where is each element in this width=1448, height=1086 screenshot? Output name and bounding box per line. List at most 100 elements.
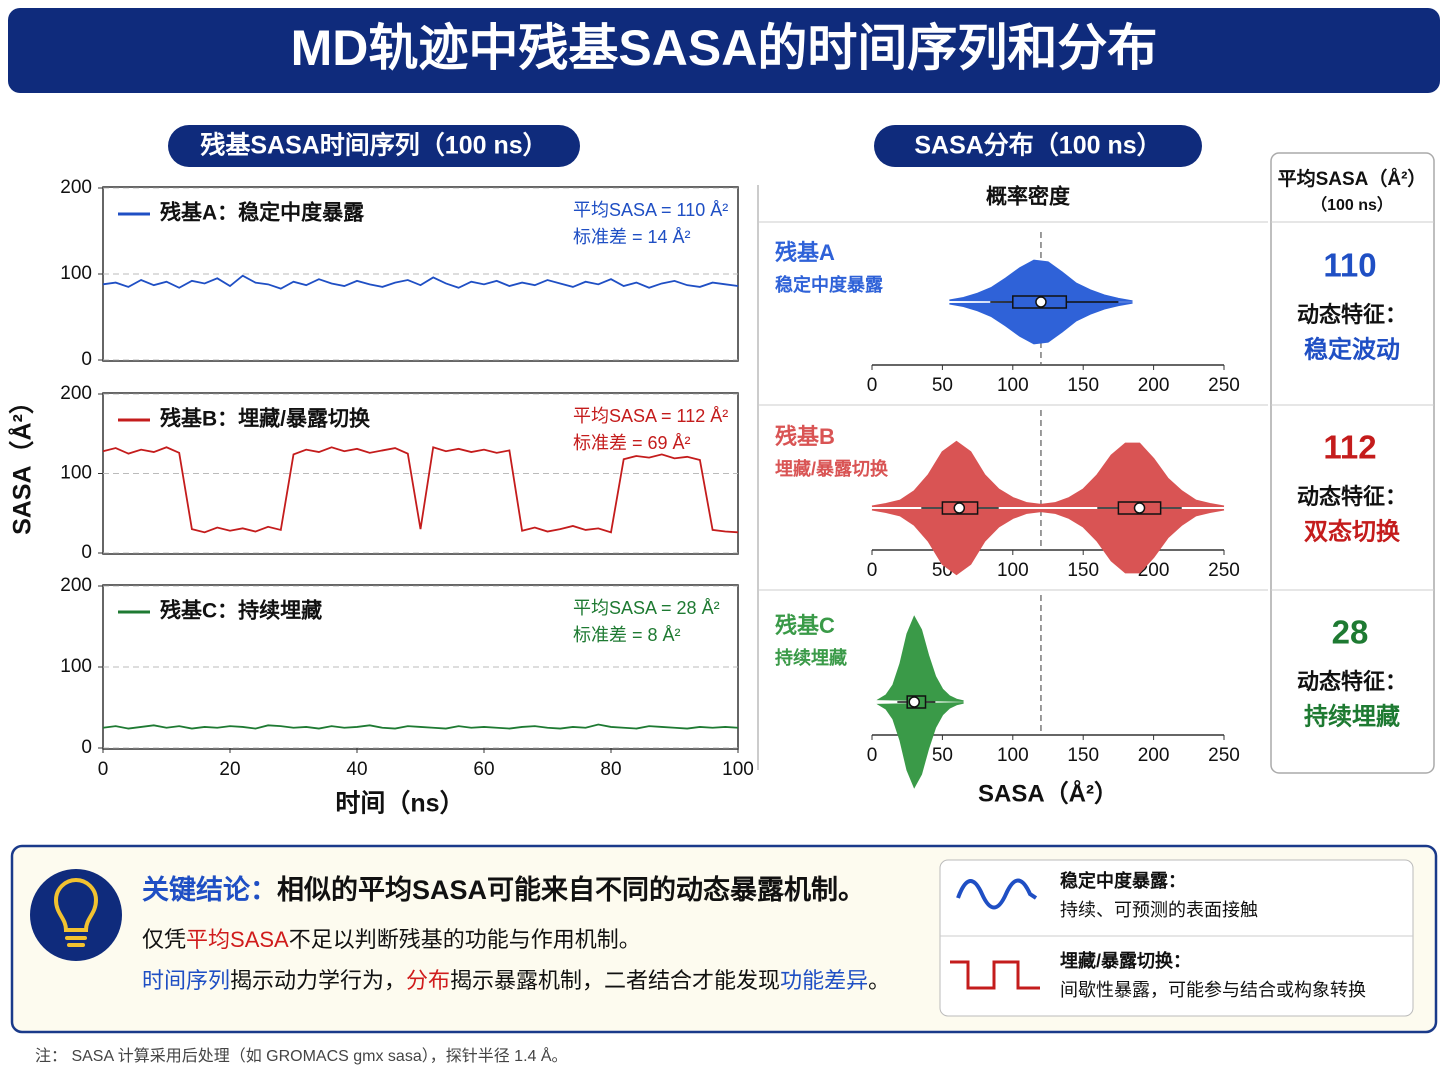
switch-icon <box>950 960 1040 990</box>
x-axis-label: SASA（Å²） <box>978 779 1118 807</box>
wave-icon <box>956 878 1038 910</box>
x-tick-label: 200 <box>1138 745 1170 766</box>
summary-feature: 稳定波动 <box>1304 335 1400 363</box>
legend-label: 残基A：稳定中度暴露 <box>160 201 365 225</box>
x-tick-label: 250 <box>1208 375 1240 396</box>
summary-header: （100 ns） <box>1311 196 1393 214</box>
summary-header: 平均SASA（Å²） <box>1278 167 1427 190</box>
density-label: 概率密度 <box>986 185 1070 209</box>
summary-label: 动态特征： <box>1297 302 1407 327</box>
series-line <box>102 723 739 730</box>
x-tick-label: 40 <box>346 759 367 780</box>
summary-value: 110 <box>1323 247 1376 284</box>
conclusion-segment: 分布 <box>406 968 450 993</box>
y-tick-label: 100 <box>60 656 92 677</box>
stat-annotation: 标准差 = 14 Å² <box>573 227 691 247</box>
conclusion-segment: 相似的平均SASA可能来自不同的动态暴露机制。 <box>277 874 865 905</box>
panel-title: SASA分布（100 ns） <box>914 131 1161 160</box>
summary-value: 28 <box>1332 614 1369 651</box>
page-title: MD轨迹中残基SASA的时间序列和分布 <box>291 20 1158 76</box>
x-axis-label: 时间（ns） <box>335 789 464 818</box>
panel-sublabel: 持续埋藏 <box>775 647 847 668</box>
stat-annotation: 平均SASA = 110 Å² <box>573 200 728 220</box>
panel-label: 残基C <box>775 613 835 638</box>
x-tick-label: 0 <box>867 375 878 396</box>
violin-half <box>871 508 1225 576</box>
conclusion-line: 仅凭平均SASA不足以判断残基的功能与作用机制。 <box>142 927 641 952</box>
median <box>1133 502 1146 514</box>
violin-half <box>876 615 964 702</box>
summary-label: 动态特征： <box>1297 669 1407 694</box>
x-tick-label: 150 <box>1067 745 1099 766</box>
x-tick-label: 20 <box>219 759 240 780</box>
x-tick-label: 250 <box>1208 560 1240 581</box>
legend-title: 埋藏/暴露切换： <box>1060 950 1191 971</box>
x-tick-label: 50 <box>932 745 953 766</box>
y-tick-label: 200 <box>60 575 92 596</box>
conclusion-segment: 不足以判断残基的功能与作用机制。 <box>289 927 641 952</box>
y-tick-label: 100 <box>60 463 92 484</box>
x-tick-label: 100 <box>722 759 754 780</box>
legend-text: 间歇性暴露，可能参与结合或构象转换 <box>1060 980 1366 1000</box>
x-tick-label: 150 <box>1067 560 1099 581</box>
conclusion-segment: 揭示暴露机制，二者结合才能发现 <box>450 968 780 993</box>
y-axis-label: SASA（Å²） <box>8 389 37 535</box>
legend-label: 残基B：埋藏/暴露切换 <box>160 407 371 431</box>
conclusion-segment: 。 <box>868 968 890 993</box>
x-tick-label: 100 <box>997 375 1029 396</box>
median <box>908 696 920 708</box>
legend-title: 稳定中度暴露： <box>1060 870 1186 891</box>
violin-half <box>949 259 1133 302</box>
panel-title: 残基SASA时间序列（100 ns） <box>200 131 547 160</box>
x-tick-label: 100 <box>997 745 1029 766</box>
y-tick-label: 200 <box>60 383 92 404</box>
legend-label: 残基C：持续埋藏 <box>160 599 322 623</box>
title-bar <box>8 8 1440 93</box>
conclusion-line: 关键结论：相似的平均SASA可能来自不同的动态暴露机制。 <box>142 874 865 905</box>
bulb-icon <box>30 869 122 961</box>
summary-box <box>1270 152 1435 774</box>
summary-feature: 持续埋藏 <box>1304 702 1400 730</box>
median <box>953 502 966 514</box>
conclusion-segment: 关键结论： <box>142 874 277 905</box>
x-tick-label: 80 <box>600 759 621 780</box>
stat-annotation: 标准差 = 69 Å² <box>573 433 691 453</box>
series-line <box>102 274 739 290</box>
legend-box <box>939 859 1414 1017</box>
stat-annotation: 平均SASA = 112 Å² <box>573 406 728 426</box>
y-tick-label: 200 <box>60 177 92 198</box>
median <box>1035 296 1047 308</box>
x-tick-label: 0 <box>867 745 878 766</box>
stat-annotation: 平均SASA = 28 Å² <box>573 598 720 618</box>
x-tick-label: 250 <box>1208 745 1240 766</box>
panel-sublabel: 埋藏/暴露切换 <box>775 458 889 479</box>
violin-half <box>871 440 1225 508</box>
legend-text: 持续、可预测的表面接触 <box>1060 900 1258 920</box>
bulb-glyph <box>53 878 99 947</box>
stat-annotation: 标准差 = 8 Å² <box>573 625 681 645</box>
conclusion-segment: 时间序列 <box>142 968 230 993</box>
summary-label: 动态特征： <box>1297 484 1407 509</box>
conclusion-segment: 平均SASA <box>186 927 289 952</box>
panel-sublabel: 稳定中度暴露 <box>775 274 884 295</box>
panel-label: 残基B <box>775 424 835 449</box>
series-line <box>102 446 739 534</box>
x-tick-label: 200 <box>1138 375 1170 396</box>
conclusion-line: 时间序列揭示动力学行为，分布揭示暴露机制，二者结合才能发现功能差异。 <box>142 968 890 993</box>
y-tick-label: 100 <box>60 263 92 284</box>
conclusion-segment: 仅凭 <box>142 927 186 952</box>
footnote: 注： SASA 计算采用后处理（如 GROMACS gmx sasa），探针半径… <box>35 1046 568 1065</box>
x-tick-label: 50 <box>932 375 953 396</box>
conclusion-segment: 揭示动力学行为， <box>230 968 406 993</box>
y-tick-label: 0 <box>81 542 92 563</box>
y-tick-label: 0 <box>81 349 92 370</box>
x-tick-label: 150 <box>1067 375 1099 396</box>
x-tick-label: 100 <box>997 560 1029 581</box>
y-tick-label: 0 <box>81 737 92 758</box>
x-tick-label: 60 <box>473 759 494 780</box>
violin-half <box>876 702 964 789</box>
pill <box>874 125 1202 167</box>
violin-half <box>949 302 1133 345</box>
